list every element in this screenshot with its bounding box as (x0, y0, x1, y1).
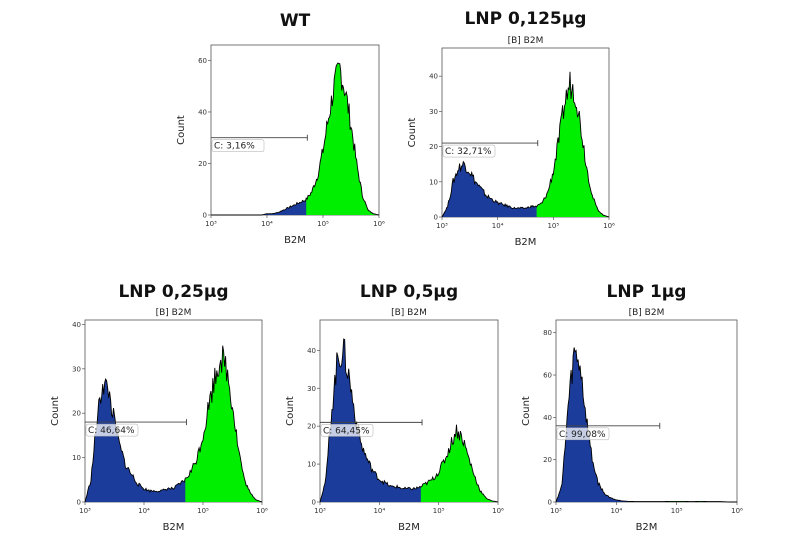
x-tick-label: 10⁵ (547, 222, 559, 230)
x-tick-label: 10⁴ (373, 507, 385, 515)
gate-label: C: 32,71% (445, 147, 492, 157)
y-tick-label: 10 (429, 178, 438, 186)
histogram-panel: LNP 0,25µg [B] B2M 0 10 20 30 40 10³ 10⁴ 10⁵ 10⁶ B2… (50, 282, 268, 533)
y-axis-label: Count (285, 396, 296, 426)
x-tick-label: 10³ (205, 220, 217, 228)
x-tick-label: 10⁵ (317, 220, 329, 228)
x-tick-label: 10⁶ (603, 222, 615, 230)
y-axis-label: Count (50, 396, 61, 426)
histogram-area-above-gate (536, 71, 609, 217)
y-tick-label: 20 (307, 423, 316, 431)
panel-title: LNP 1µg (607, 282, 687, 302)
y-tick-label: 30 (429, 108, 438, 116)
y-tick-label: 0 (203, 212, 207, 220)
histogram-outline (441, 71, 610, 218)
histogram-area-below-gate (320, 339, 422, 502)
x-tick-label: 10⁴ (610, 507, 622, 515)
histogram-area-below-gate (211, 198, 308, 215)
histogram-area-above-gate (306, 63, 379, 215)
x-tick-label: 10⁴ (261, 220, 273, 228)
x-axis-label: B2M (284, 235, 306, 246)
y-tick-label: 20 (72, 410, 81, 418)
histogram-area-below-gate (556, 347, 660, 502)
panel-title: WT (280, 11, 311, 31)
y-tick-label: 40 (72, 321, 81, 329)
histogram-outline (555, 347, 737, 503)
y-tick-label: 60 (198, 57, 207, 65)
histogram-outline (84, 345, 263, 503)
panel-title: LNP 0,25µg (118, 282, 228, 302)
gate-label-box (556, 427, 610, 441)
gate-label: C: 64,45% (323, 426, 370, 436)
y-tick-label: 10 (307, 461, 316, 469)
histogram-area-above-gate (185, 345, 262, 502)
y-axis-label: Count (521, 396, 532, 426)
histogram-outline (211, 62, 380, 216)
x-axis-label: B2M (515, 237, 537, 248)
y-tick-label: 30 (72, 365, 81, 373)
gate-label-box (320, 424, 374, 437)
x-tick-label: 10³ (550, 507, 562, 515)
x-tick-label: 10⁵ (433, 507, 445, 515)
gate-label: C: 99,08% (559, 430, 606, 440)
gate-label-box (211, 139, 265, 152)
y-tick-label: 20 (429, 143, 438, 151)
x-tick-label: 10⁶ (492, 507, 504, 515)
y-tick-label: 60 (543, 372, 552, 380)
x-tick-label: 10⁴ (138, 507, 150, 515)
x-tick-label: 10⁶ (256, 507, 268, 515)
panel-subtitle: [B] B2M (391, 308, 427, 318)
panel-title: LNP 0,125µg (465, 9, 587, 29)
panel-title: LNP 0,5µg (360, 282, 458, 302)
y-axis-label: Count (176, 115, 187, 145)
y-tick-label: 40 (429, 73, 438, 81)
panel-subtitle: [B] B2M (156, 308, 192, 318)
x-axis-label: B2M (163, 522, 185, 533)
histogram-area-below-gate (442, 161, 538, 217)
x-tick-label: 10⁶ (373, 220, 385, 228)
y-tick-label: 10 (72, 454, 81, 462)
panel-subtitle: [B] B2M (508, 36, 544, 46)
panel-subtitle: [B] B2M (629, 308, 665, 318)
x-tick-label: 10⁶ (731, 507, 743, 515)
y-axis-label: Count (407, 118, 418, 148)
y-tick-label: 20 (543, 456, 552, 464)
histogram-panel: LNP 0,125µg [B] B2M 0 10 20 30 40 10³ 10⁴ 10⁵ 10⁶ B… (407, 9, 615, 248)
y-tick-label: 0 (77, 499, 81, 507)
x-tick-label: 10⁵ (671, 507, 683, 515)
y-tick-label: 40 (198, 108, 207, 116)
gate-label-box (85, 423, 139, 437)
histogram-panel: LNP 1µg [B] B2M 0 20 40 60 80 10³ 10⁴ 10⁵ 10⁶ B2M Co… (521, 282, 743, 533)
y-tick-label: 30 (307, 385, 316, 393)
x-tick-label: 10³ (436, 222, 448, 230)
histogram-area-above-gate (420, 424, 498, 502)
y-tick-label: 80 (543, 329, 552, 337)
histogram-outline (319, 338, 499, 503)
x-tick-label: 10³ (314, 507, 326, 515)
x-tick-label: 10³ (79, 507, 91, 515)
gate-label: C: 46,64% (88, 426, 135, 436)
x-axis-label: B2M (636, 522, 658, 533)
gate-label-box (442, 144, 496, 158)
gate-label: C: 3,16% (214, 142, 255, 152)
histogram-panel: LNP 0,5µg [B] B2M 0 10 20 30 40 10³ 10⁴ 10⁵ 10⁶ B2M… (285, 282, 504, 533)
x-axis-label: B2M (398, 522, 420, 533)
y-tick-label: 0 (434, 214, 438, 222)
y-tick-label: 0 (548, 499, 552, 507)
histogram-panel: WT 0 20 40 60 10³ 10⁴ 10⁵ 10⁶ B2M Count C: 3,16% (176, 11, 385, 246)
y-tick-label: 0 (312, 499, 316, 507)
histogram-area-below-gate (85, 379, 187, 502)
x-tick-label: 10⁵ (197, 507, 209, 515)
y-tick-label: 40 (543, 414, 552, 422)
x-tick-label: 10⁴ (492, 222, 504, 230)
y-tick-label: 20 (198, 160, 207, 168)
y-tick-label: 40 (307, 347, 316, 355)
